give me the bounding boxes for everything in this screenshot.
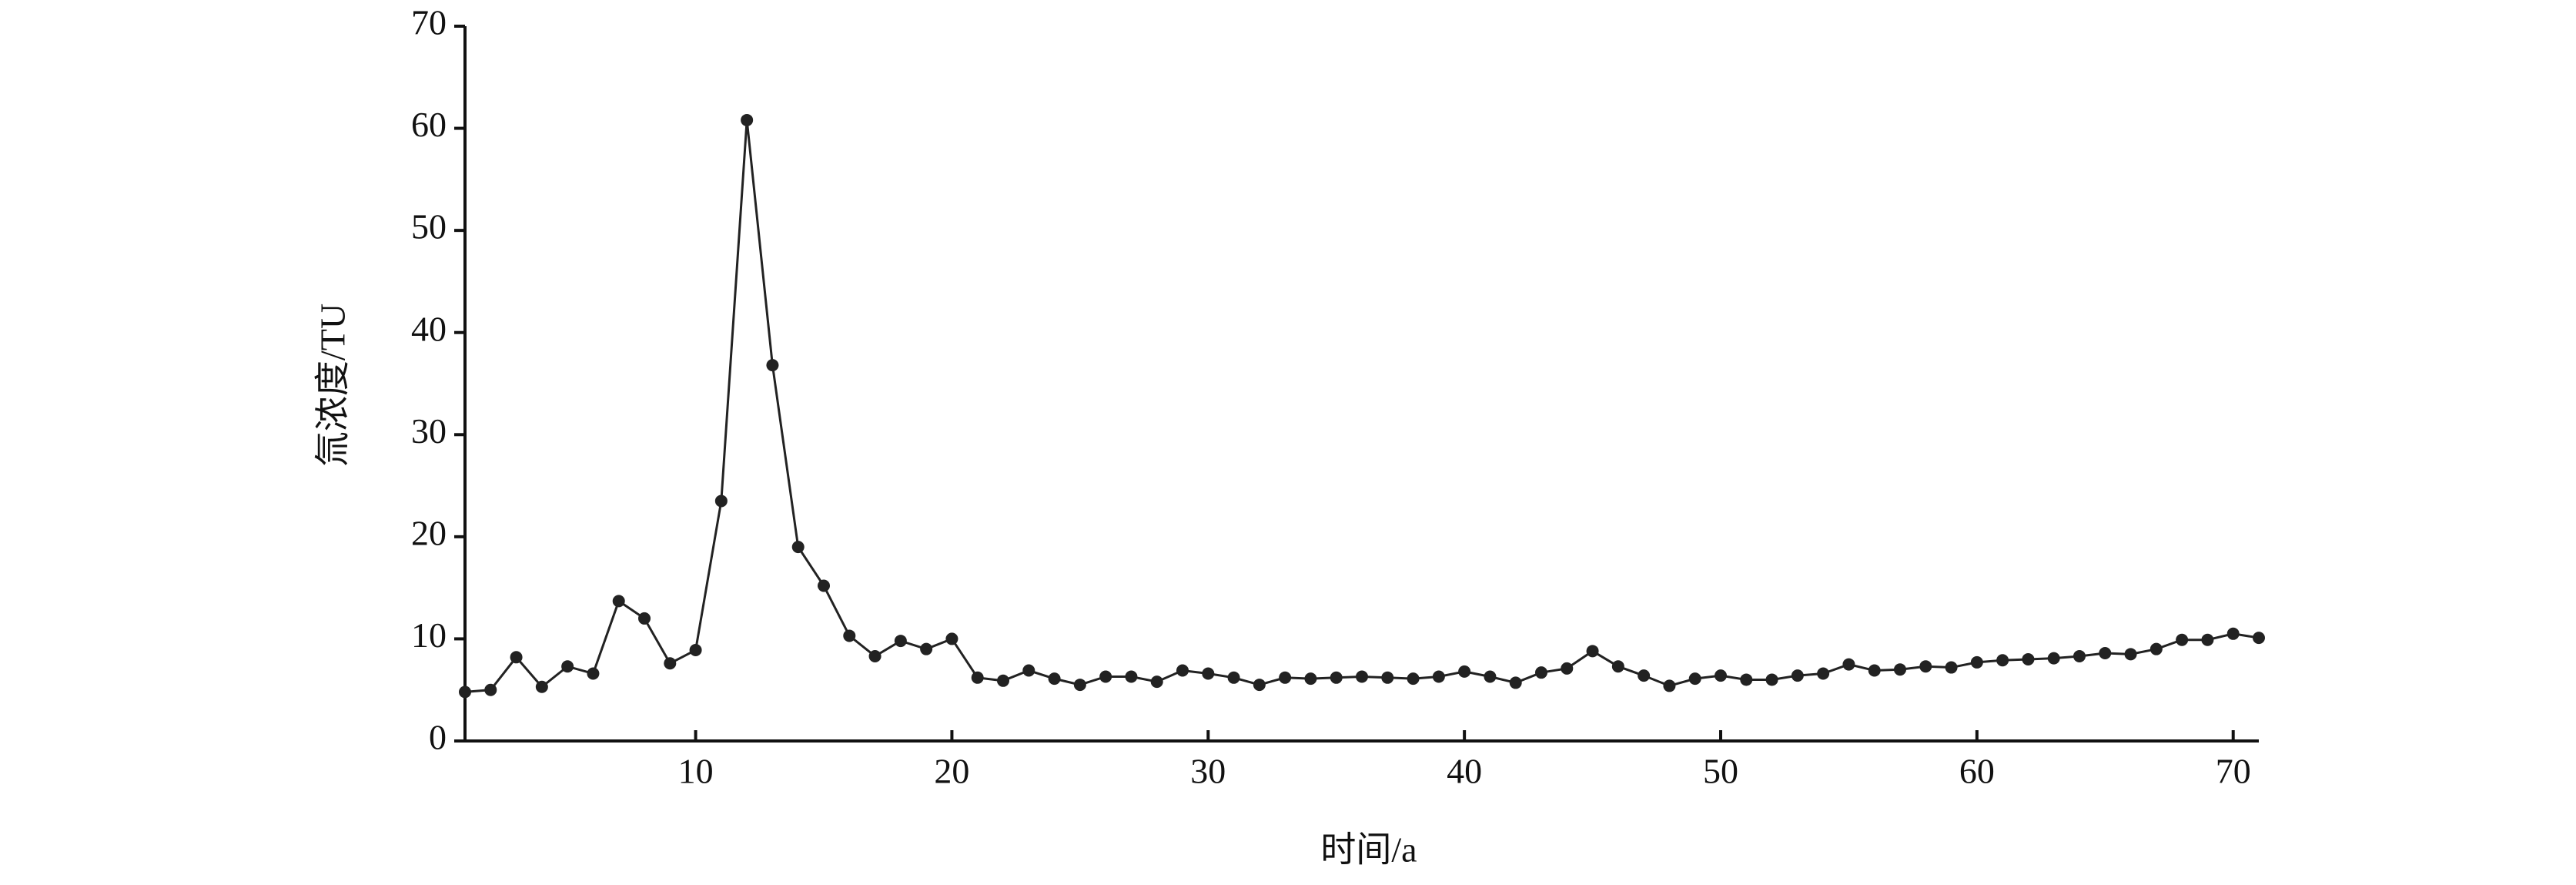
data-point <box>1304 672 1317 686</box>
data-point <box>1688 672 1701 686</box>
x-axis-label: 时间/a <box>1320 830 1417 870</box>
data-line <box>464 119 2260 693</box>
data-point <box>664 657 677 670</box>
axes <box>463 26 2259 743</box>
data-point <box>1817 667 1830 680</box>
data-point <box>1919 660 1932 673</box>
data-point <box>766 359 779 372</box>
data-point <box>1202 667 1215 680</box>
y-tick-label: 40 <box>411 309 447 348</box>
data-point <box>1073 679 1086 692</box>
data-point <box>2124 648 2137 661</box>
data-point <box>1484 670 1497 683</box>
data-point <box>2176 633 2189 646</box>
data-point <box>2047 652 2060 665</box>
data-point <box>1945 661 1958 674</box>
x-tick-label: 50 <box>1703 752 1738 791</box>
data-point <box>2073 649 2086 662</box>
data-point <box>1740 673 1753 686</box>
data-point <box>2149 642 2163 655</box>
x-tick-label: 30 <box>1190 752 1226 791</box>
y-tick-label: 60 <box>411 105 447 144</box>
data-point <box>2253 632 2265 645</box>
data-point <box>1561 662 1574 675</box>
data-point <box>1099 670 1112 683</box>
y-tick-label: 50 <box>411 207 447 246</box>
data-point <box>714 494 728 508</box>
data-point <box>843 629 856 642</box>
data-point <box>920 642 933 655</box>
data-point <box>612 595 625 608</box>
data-point <box>1663 679 1676 692</box>
data-point <box>2099 646 2112 659</box>
data-point <box>997 674 1009 687</box>
data-point <box>1432 670 1445 683</box>
data-point <box>689 644 702 657</box>
y-tick-label: 70 <box>411 3 447 42</box>
data-point <box>1022 664 1035 677</box>
data-point <box>741 113 754 126</box>
data-point <box>1227 671 1240 684</box>
data-point <box>1330 671 1343 684</box>
data-point <box>1509 676 1522 689</box>
data-point <box>1407 672 1420 686</box>
data-point <box>1381 671 1394 684</box>
data-point <box>1894 663 1906 676</box>
data-point <box>484 683 497 696</box>
data-point <box>561 660 574 673</box>
data-point <box>1150 675 1163 689</box>
data-point <box>894 635 907 648</box>
data-point <box>1125 670 1138 683</box>
data-point <box>638 612 651 625</box>
data-point <box>791 541 805 554</box>
data-point <box>1176 664 1189 677</box>
data-point <box>510 651 523 664</box>
data-point <box>1458 665 1471 678</box>
data-point <box>1970 655 1983 669</box>
data-point <box>1996 654 2009 667</box>
x-tick-label: 10 <box>678 752 714 791</box>
data-point <box>2201 633 2214 646</box>
data-point <box>1253 679 1266 692</box>
data-point <box>1535 666 1547 679</box>
x-tick-label: 60 <box>1959 752 1995 791</box>
data-point <box>1765 673 1778 686</box>
y-tick-label: 10 <box>411 615 447 655</box>
data-point <box>1842 658 1855 671</box>
data-point <box>1715 669 1727 682</box>
y-tick-label: 0 <box>429 718 447 757</box>
data-point <box>1611 660 1624 673</box>
data-point <box>1791 669 1804 682</box>
data-point <box>1279 671 1292 684</box>
data-point <box>818 579 830 592</box>
data-point <box>1356 670 1368 683</box>
data-point <box>587 667 600 680</box>
data-point <box>1586 645 1599 658</box>
data-point <box>459 686 471 699</box>
data-point <box>2022 652 2035 665</box>
data-point <box>535 680 548 693</box>
data-point <box>1048 672 1061 686</box>
data-point <box>868 649 882 662</box>
y-tick-label: 30 <box>411 411 447 451</box>
data-point <box>971 671 984 684</box>
x-tick-label: 70 <box>2216 752 2251 791</box>
data-point <box>945 632 958 645</box>
x-tick-label: 40 <box>1447 752 1482 791</box>
y-tick-label: 20 <box>411 513 447 552</box>
data-point <box>1638 669 1651 682</box>
data-point <box>1868 664 1881 677</box>
data-point <box>2226 627 2240 640</box>
x-tick-label: 20 <box>934 752 969 791</box>
y-axis-label: 氚浓度/TU <box>313 303 353 467</box>
